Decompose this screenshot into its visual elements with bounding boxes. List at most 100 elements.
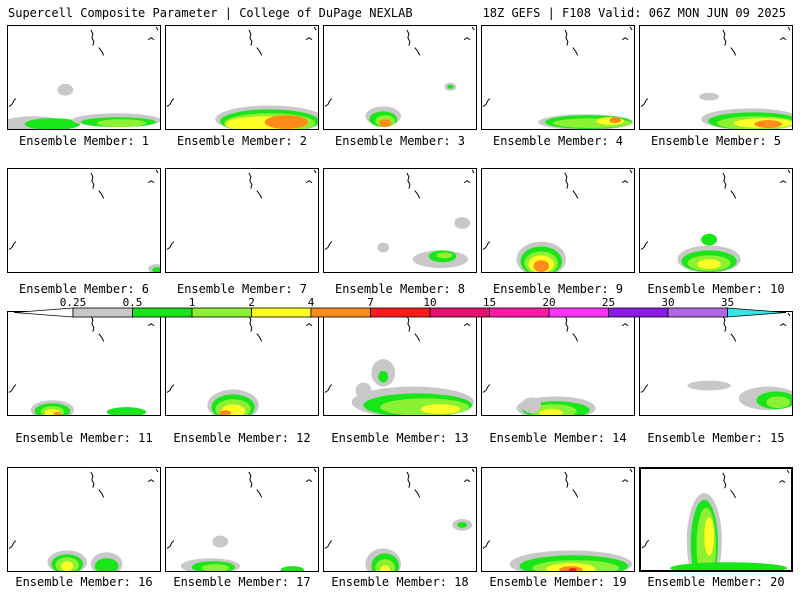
coastline [166,540,175,549]
ensemble-member-label: Ensemble Member: 9 [492,282,624,296]
ensemble-member-label: Ensemble Member: 2 [176,134,308,148]
coastline [572,489,579,498]
coastline [90,29,95,46]
map-canvas [640,26,792,129]
map-canvas [324,169,475,269]
coastline [482,384,491,393]
coastline [305,180,313,184]
ensemble-member-map[interactable] [165,467,319,572]
colorbar-segment [608,307,669,318]
coastline [629,26,633,31]
ensemble-member-map[interactable] [165,25,319,130]
coastline [248,29,253,46]
map-canvas [324,312,475,415]
map-canvas [324,468,475,571]
coastline [786,469,790,474]
ensemble-member-map[interactable] [481,311,635,416]
coastline [90,315,95,332]
ensemble-member-map[interactable] [165,168,319,273]
map-canvas [640,312,792,411]
ensemble-member-map[interactable] [639,25,793,130]
coastline [482,540,491,549]
scp-contour-area [447,84,454,89]
colorbar-tick-label: 10 [423,296,437,309]
coastline [722,29,727,46]
ensemble-member-map[interactable] [7,25,161,130]
coastline [324,98,333,107]
colorbar-tick-label: 7 [367,296,374,309]
coastline [463,323,471,327]
map-canvas [482,26,633,129]
ensemble-member-map[interactable] [7,467,161,572]
ensemble-member-map[interactable] [7,168,161,273]
ensemble-member-map[interactable] [323,25,477,130]
coastline [463,180,471,184]
ensemble-member-map[interactable] [323,467,477,572]
ensemble-member-label: Ensemble Member: 4 [492,134,624,148]
scp-contour-area [687,380,731,391]
ensemble-member-label: Ensemble Member: 6 [18,282,150,296]
coastline [414,47,421,56]
coastline [730,47,737,56]
coastline [90,471,95,488]
map-canvas [8,26,160,129]
coastline [482,98,491,107]
scp-contour-area [568,568,577,571]
coastline [256,489,263,498]
ensemble-member-label: Ensemble Member: 10 [647,282,785,296]
scp-contour-area [699,92,719,101]
scp-contour-area [94,558,119,571]
coastline [98,489,105,498]
ensemble-member-map[interactable] [481,25,635,130]
ensemble-member-map[interactable] [323,311,477,416]
coastline [98,47,105,56]
ensemble-member-map[interactable] [481,168,635,273]
ensemble-member-map[interactable] [639,168,793,273]
coastline [572,333,579,342]
coastline [564,315,569,332]
scp-contour-area [24,118,81,129]
ensemble-member-map[interactable] [639,467,793,572]
coastline [324,540,333,549]
scp-contour-area [53,412,62,415]
coastline [482,241,491,250]
colorbar-segment [429,307,490,318]
coastline [147,180,155,184]
colorbar-segment [310,307,371,318]
coastline [155,468,159,473]
map-canvas [8,169,160,272]
coastline [8,98,17,107]
colorbar [14,307,786,318]
map-canvas [482,169,633,272]
ensemble-member-map[interactable] [7,311,161,416]
map-canvas [8,468,159,571]
coastline [787,169,791,174]
coastline [147,37,155,41]
coastline [8,241,17,250]
coastline [155,26,159,31]
colorbar-tick-label: 2 [248,296,255,309]
coastline [779,323,787,327]
ensemble-member-map[interactable] [323,168,477,273]
coastline [98,190,105,199]
colorbar-segment [191,307,252,318]
colorbar-segment [251,307,312,318]
colorbar-segment [72,307,133,318]
coastline [313,169,317,174]
scp-contour-area [609,117,622,124]
coastline [621,180,629,184]
ensemble-member-map[interactable] [165,311,319,416]
ensemble-member-map[interactable] [481,467,635,572]
coastline [313,468,317,473]
coastline [8,384,17,393]
scp-contour-area [106,407,147,415]
coastline [414,190,421,199]
coastline [564,29,569,46]
ensemble-member-map[interactable] [639,311,793,416]
coastline [305,37,313,41]
coastline [256,190,263,199]
coastline [730,190,737,199]
coastline [471,169,475,174]
coastline [313,26,317,31]
coastline [248,315,253,332]
